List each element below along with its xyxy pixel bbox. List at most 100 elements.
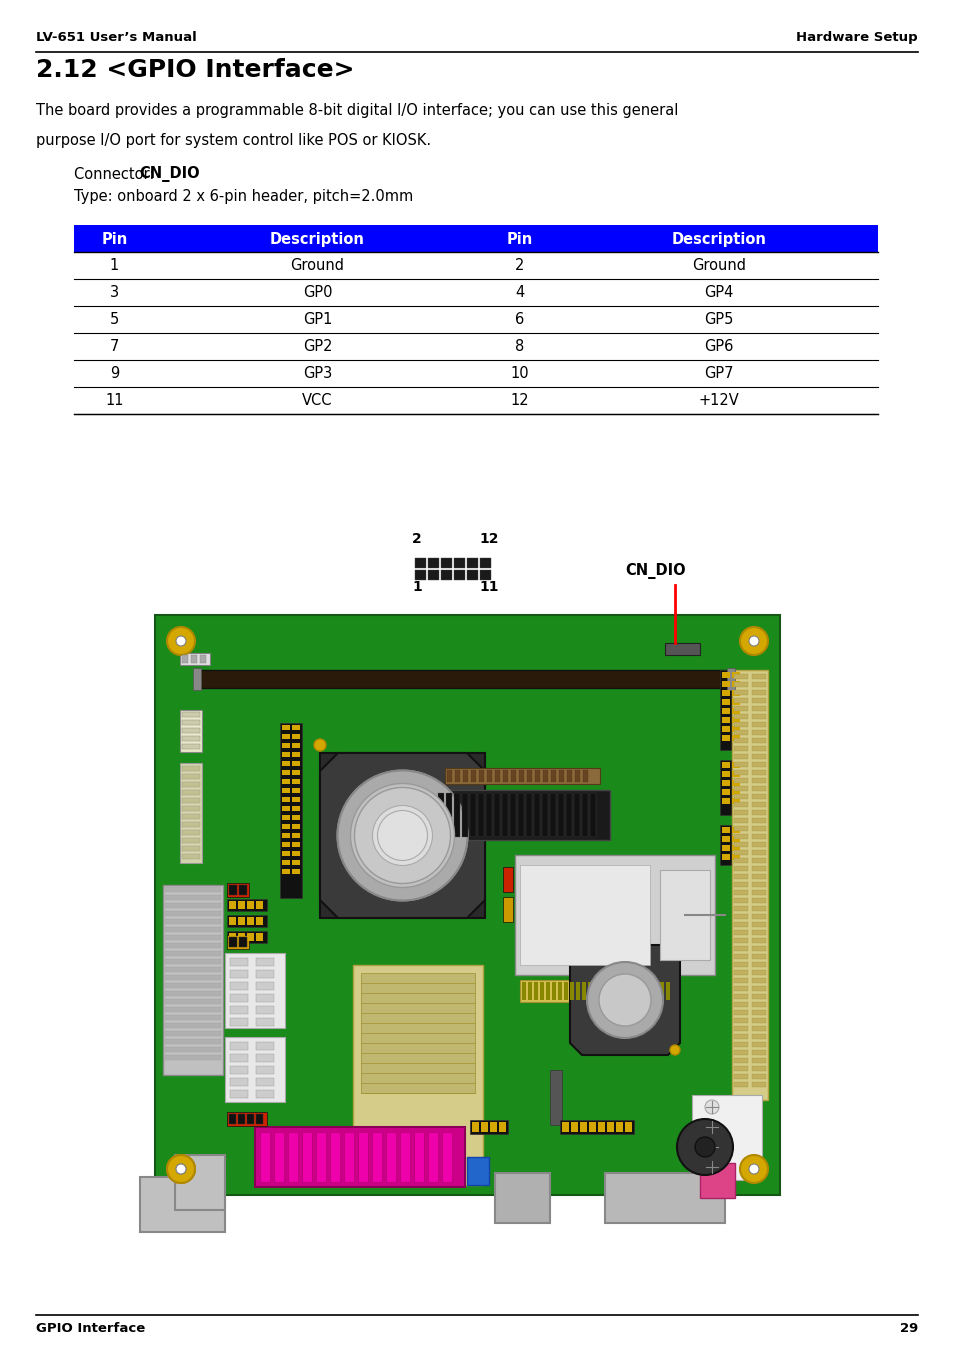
Bar xyxy=(721,672,729,677)
Bar xyxy=(415,571,426,580)
Bar xyxy=(255,1055,274,1063)
Text: 3: 3 xyxy=(110,285,119,300)
Bar xyxy=(751,914,765,919)
Text: Connector:: Connector: xyxy=(74,168,159,183)
Bar xyxy=(435,790,609,840)
Bar xyxy=(751,826,765,831)
Bar xyxy=(519,980,649,1002)
Text: GP5: GP5 xyxy=(703,312,733,327)
Bar xyxy=(165,887,221,892)
Bar xyxy=(733,914,747,919)
Bar xyxy=(280,723,302,898)
Bar xyxy=(733,786,747,791)
Bar xyxy=(618,982,621,1000)
Bar xyxy=(182,798,200,803)
Bar xyxy=(541,794,547,837)
Bar xyxy=(581,982,585,1000)
Bar xyxy=(472,1122,478,1132)
Bar xyxy=(182,781,200,787)
Bar xyxy=(733,938,747,942)
Bar xyxy=(751,1026,765,1032)
Bar xyxy=(225,953,285,1028)
Bar xyxy=(654,982,658,1000)
Bar xyxy=(581,794,587,837)
Bar xyxy=(733,1042,747,1046)
Bar xyxy=(751,850,765,854)
Bar xyxy=(454,571,464,580)
Bar xyxy=(292,752,299,757)
Bar xyxy=(282,788,290,794)
Bar xyxy=(720,671,741,750)
Circle shape xyxy=(377,810,427,860)
Bar xyxy=(292,744,299,748)
Bar xyxy=(446,794,452,837)
Bar xyxy=(282,850,290,856)
Bar xyxy=(494,794,499,837)
Bar xyxy=(255,917,263,925)
Bar xyxy=(479,558,491,568)
Bar xyxy=(165,942,221,948)
Bar xyxy=(579,1122,586,1132)
Bar xyxy=(751,1073,765,1079)
Bar xyxy=(255,994,274,1002)
Bar xyxy=(751,802,765,807)
Bar xyxy=(440,571,452,580)
Bar xyxy=(751,763,765,767)
Bar xyxy=(525,794,532,837)
Bar xyxy=(721,790,729,795)
Bar xyxy=(282,761,290,767)
Bar xyxy=(721,854,729,860)
Bar xyxy=(247,933,253,941)
Bar xyxy=(510,794,516,837)
Bar xyxy=(733,922,747,927)
Bar xyxy=(292,725,299,730)
Bar xyxy=(721,726,729,731)
Bar xyxy=(733,850,747,854)
Bar xyxy=(470,794,476,837)
Bar xyxy=(227,883,249,896)
Text: 4: 4 xyxy=(515,285,524,300)
Bar xyxy=(733,963,747,967)
Text: 10: 10 xyxy=(510,366,529,381)
Bar xyxy=(230,1055,248,1063)
Bar xyxy=(182,773,200,779)
Bar xyxy=(479,571,491,580)
Bar xyxy=(731,771,740,777)
Circle shape xyxy=(598,973,650,1026)
Bar xyxy=(733,706,747,711)
Bar xyxy=(237,1114,245,1124)
Circle shape xyxy=(355,787,450,883)
Bar xyxy=(302,1132,312,1182)
Circle shape xyxy=(175,635,186,646)
Bar xyxy=(721,763,729,768)
Bar xyxy=(230,1090,248,1098)
Text: Pin: Pin xyxy=(101,233,128,247)
Bar xyxy=(659,982,663,1000)
Bar xyxy=(751,1059,765,1063)
Text: 12: 12 xyxy=(510,393,529,408)
Bar xyxy=(230,994,248,1002)
Bar xyxy=(647,982,651,1000)
Bar xyxy=(180,763,202,863)
Bar xyxy=(495,771,499,781)
Bar xyxy=(751,938,765,942)
Bar xyxy=(165,967,221,972)
Bar xyxy=(659,869,709,960)
Bar xyxy=(237,917,245,925)
Bar xyxy=(733,898,747,903)
Bar xyxy=(357,1132,368,1182)
Bar xyxy=(721,798,729,804)
Bar xyxy=(255,933,263,941)
Bar xyxy=(247,1114,253,1124)
Bar xyxy=(733,1034,747,1038)
Bar xyxy=(751,946,765,950)
Bar xyxy=(624,1122,631,1132)
Bar xyxy=(733,986,747,991)
Bar xyxy=(751,922,765,927)
Bar xyxy=(733,722,747,727)
Bar xyxy=(353,965,482,1184)
Polygon shape xyxy=(319,753,484,918)
Bar xyxy=(330,1132,339,1182)
Bar xyxy=(165,927,221,932)
Text: 12: 12 xyxy=(478,531,498,546)
